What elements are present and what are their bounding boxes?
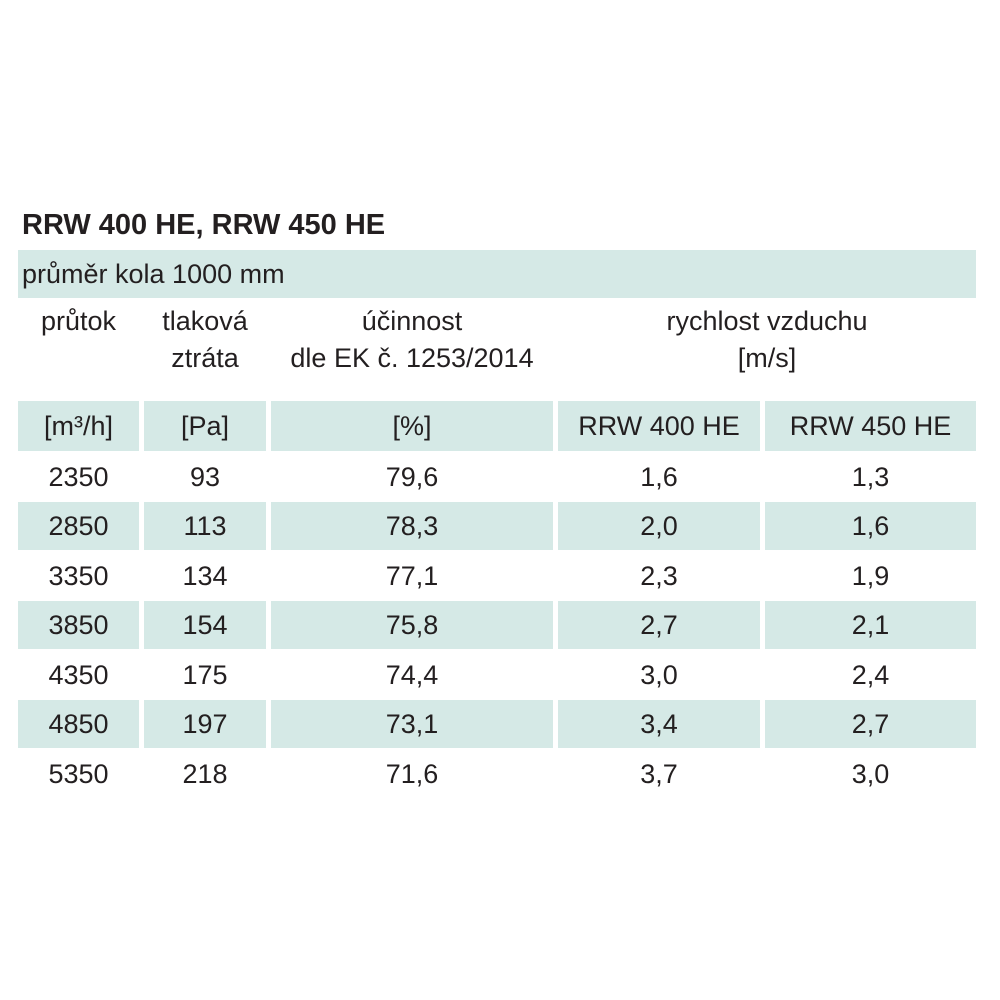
table-row: 4850 197 73,1 3,4 2,7 (18, 700, 976, 748)
table-cell: 2,7 (765, 700, 976, 748)
table-row: 2350 93 79,6 1,6 1,3 (18, 453, 976, 501)
table-cell: 93 (189, 461, 221, 492)
table-cell: 175 (182, 659, 228, 690)
unit-row: [m³/h] [Pa] [%] RRW 400 HE RRW 450 HE (18, 401, 976, 451)
table-cell: 77,1 (385, 560, 439, 591)
unit-cell: [Pa] (144, 401, 266, 451)
unit-cell: RRW 400 HE (558, 401, 760, 451)
table-cell: 3,0 (851, 758, 890, 789)
header-efficiency-line-2: dle EK č. 1253/2014 (290, 343, 534, 373)
table-cell: 2,1 (765, 601, 976, 649)
table-cell: 154 (144, 601, 266, 649)
header-row: průtok tlaková ztráta účinnost dle EK č.… (18, 303, 976, 399)
table-cell: 4350 (48, 659, 109, 690)
table-cell: 218 (182, 758, 228, 789)
header-pressure-line-1: tlaková (162, 306, 248, 336)
table-cell: 2,3 (640, 560, 678, 591)
table-cell: 79,6 (385, 461, 439, 492)
table-cell: 3350 (48, 560, 109, 591)
table-cell: 3850 (18, 601, 139, 649)
table-cell: 5350 (48, 758, 109, 789)
table-row: 5350 218 71,6 3,7 3,0 (18, 750, 976, 798)
table-row: 4350 175 74,4 3,0 2,4 (18, 651, 976, 699)
header-efficiency: účinnost dle EK č. 1253/2014 (271, 303, 553, 399)
table-cell: 2,7 (558, 601, 760, 649)
table-cell: 74,4 (385, 659, 439, 690)
table-cell: 73,1 (271, 700, 553, 748)
table-cell: 113 (144, 502, 266, 550)
table-cell: 2850 (18, 502, 139, 550)
table-cell: 197 (144, 700, 266, 748)
table-cell: 1,9 (851, 560, 890, 591)
header-velocity: rychlost vzduchu [m/s] (558, 303, 976, 399)
table-cell: 3,4 (558, 700, 760, 748)
table-row: 3850 154 75,8 2,7 2,1 (18, 601, 976, 649)
table-row: 3350 134 77,1 2,3 1,9 (18, 552, 976, 600)
table-subtitle: průměr kola 1000 mm (18, 250, 976, 298)
table-cell: 3,0 (640, 659, 678, 690)
table-cell: 1,6 (765, 502, 976, 550)
table-cell: 2350 (48, 461, 109, 492)
table-row: 2850 113 78,3 2,0 1,6 (18, 502, 976, 550)
table-cell: 75,8 (271, 601, 553, 649)
table-cell: 78,3 (271, 502, 553, 550)
table-cell: 134 (182, 560, 228, 591)
table-cell: 4850 (18, 700, 139, 748)
data-rows: 2350 93 79,6 1,6 1,3 2850 113 78,3 2,0 1,6 3350 134… (18, 453, 976, 798)
header-pressure: tlaková ztráta (144, 303, 266, 399)
table-cell: 3,7 (640, 758, 678, 789)
table-title: RRW 400 HE, RRW 450 HE (22, 209, 386, 241)
header-flow: průtok (18, 303, 139, 399)
spec-table: RRW 400 HE, RRW 450 HE průměr kola 1000 … (18, 200, 976, 798)
unit-cell: RRW 450 HE (765, 401, 976, 451)
header-velocity-line-2: [m/s] (737, 343, 797, 373)
header-efficiency-line-1: účinnost (361, 306, 463, 336)
header-velocity-line-1: rychlost vzduchu (666, 306, 868, 336)
unit-cell: [%] (271, 401, 553, 451)
table-cell: 71,6 (385, 758, 439, 789)
header-pressure-line-2: ztráta (171, 343, 239, 373)
unit-cell: [m³/h] (18, 401, 139, 451)
table-cell: 1,6 (640, 461, 678, 492)
table-cell: 1,3 (851, 461, 890, 492)
table-cell: 2,4 (851, 659, 890, 690)
table-cell: 2,0 (558, 502, 760, 550)
header-flow-line-1: průtok (40, 306, 117, 336)
